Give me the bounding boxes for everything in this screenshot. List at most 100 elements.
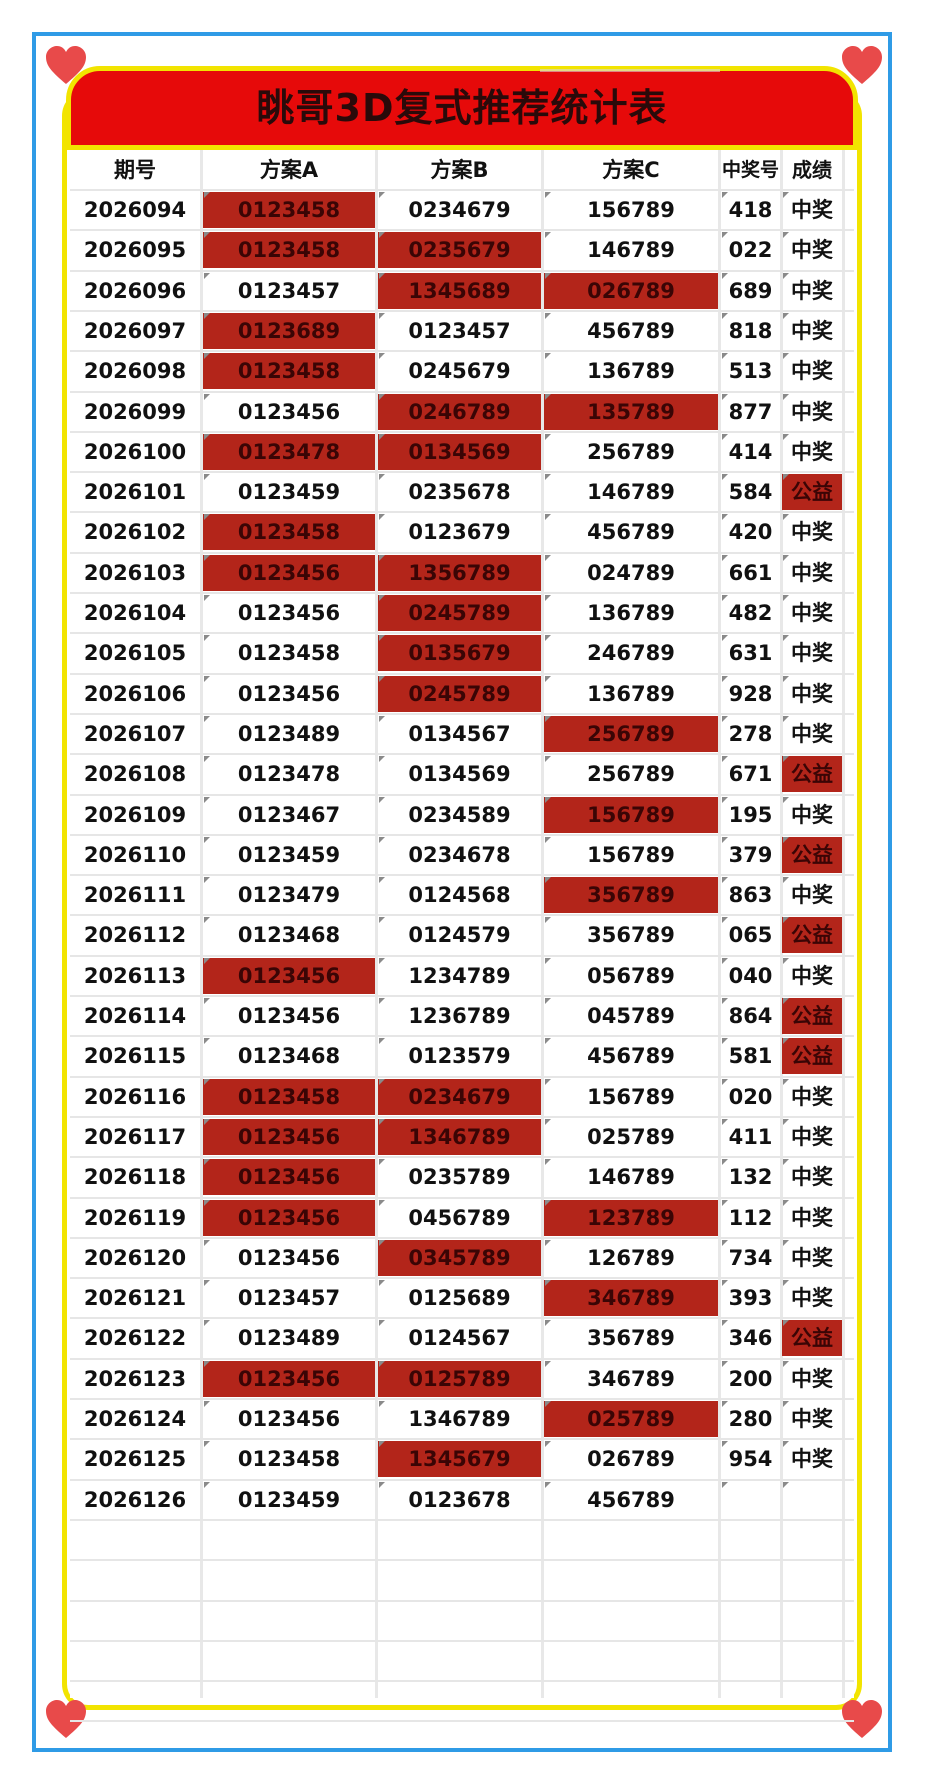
comment-marker-icon — [204, 998, 210, 1004]
grid-line — [70, 1237, 854, 1239]
comment-marker-icon — [379, 1482, 385, 1488]
plan-a-cell: 0123456 — [203, 1361, 375, 1397]
comment-marker-icon — [545, 1401, 551, 1407]
comment-marker-icon — [545, 1320, 551, 1326]
comment-marker-icon — [379, 1401, 385, 1407]
comment-marker-icon — [204, 1079, 210, 1085]
grid-line — [70, 391, 854, 393]
result-cell: 中奖 — [791, 682, 833, 706]
plan-c-cell: 356789 — [544, 877, 718, 913]
plan-b-cell: 1345679 — [378, 1441, 541, 1477]
comment-marker-icon — [545, 635, 551, 641]
grid-line — [70, 1035, 854, 1037]
plan-a-cell: 0123456 — [203, 1200, 375, 1236]
comment-marker-icon — [783, 394, 789, 400]
comment-marker-icon — [783, 1280, 789, 1286]
comment-marker-icon — [204, 1482, 210, 1488]
comment-marker-icon — [545, 434, 551, 440]
comment-marker-icon — [722, 273, 728, 279]
grid-line — [70, 1519, 854, 1521]
issue-cell: 2026103 — [83, 561, 187, 585]
comment-marker-icon — [545, 1200, 551, 1206]
comment-marker-icon — [379, 998, 385, 1004]
comment-marker-icon — [545, 353, 551, 359]
comment-marker-icon — [545, 958, 551, 964]
plan-c-cell: 126789 — [587, 1246, 675, 1270]
plan-b-cell: 0245679 — [408, 359, 511, 383]
winning-number-cell: 112 — [728, 1206, 773, 1230]
grid-line — [375, 150, 378, 1698]
comment-marker-icon — [783, 1240, 789, 1246]
winning-number-cell: 513 — [728, 359, 773, 383]
plan-c-cell: 123789 — [544, 1200, 718, 1236]
comment-marker-icon — [204, 1159, 210, 1165]
plan-c-cell: 024789 — [587, 561, 675, 585]
winning-number-cell: 581 — [728, 1044, 773, 1068]
grid-line — [70, 1277, 854, 1279]
comment-marker-icon — [783, 1320, 789, 1326]
plan-a-cell: 0123479 — [237, 883, 341, 907]
winning-number-cell: 954 — [728, 1447, 773, 1471]
grid-line — [70, 1197, 854, 1199]
result-cell: 中奖 — [791, 601, 833, 625]
plan-a-cell: 0123456 — [237, 400, 341, 424]
comment-marker-icon — [379, 917, 385, 923]
result-cell: 中奖 — [791, 1286, 833, 1310]
comment-marker-icon — [783, 917, 789, 923]
comment-marker-icon — [204, 555, 210, 561]
comment-marker-icon — [545, 877, 551, 883]
comment-marker-icon — [545, 555, 551, 561]
grid-line — [541, 150, 544, 1698]
comment-marker-icon — [204, 1401, 210, 1407]
grid-line — [70, 592, 854, 594]
winning-number-cell: 065 — [728, 923, 773, 947]
winning-number-cell: 671 — [728, 762, 773, 786]
comment-marker-icon — [379, 394, 385, 400]
comment-marker-icon — [783, 635, 789, 641]
comment-marker-icon — [722, 353, 728, 359]
comment-marker-icon — [722, 1200, 728, 1206]
issue-cell: 2026113 — [83, 964, 187, 988]
page-title: 眺哥3D复式推荐统计表 — [256, 86, 668, 130]
plan-b-cell: 0246789 — [378, 394, 541, 430]
comment-marker-icon — [204, 313, 210, 319]
comment-marker-icon — [783, 1119, 789, 1125]
grid-line — [70, 1076, 854, 1078]
comment-marker-icon — [783, 434, 789, 440]
comment-marker-icon — [545, 797, 551, 803]
comment-marker-icon — [722, 1320, 728, 1326]
issue-cell: 2026094 — [83, 198, 187, 222]
grid-line — [70, 471, 854, 473]
issue-cell: 2026120 — [83, 1246, 187, 1270]
result-cell: 中奖 — [791, 319, 833, 343]
issue-cell: 2026117 — [83, 1125, 187, 1149]
comment-marker-icon — [379, 353, 385, 359]
comment-marker-icon — [379, 1441, 385, 1447]
comment-marker-icon — [722, 474, 728, 480]
comment-marker-icon — [783, 595, 789, 601]
stats-table: 期号 方案A 方案B 方案C 中奖号 成绩 2026094 0123458 0234… — [70, 150, 854, 1722]
comment-marker-icon — [379, 1079, 385, 1085]
plan-b-cell: 1346789 — [408, 1407, 511, 1431]
issue-cell: 2026122 — [83, 1326, 187, 1350]
plan-a-cell: 0123458 — [237, 1447, 341, 1471]
plan-b-cell: 0235679 — [378, 232, 541, 268]
comment-marker-icon — [545, 474, 551, 480]
header-issue: 期号 — [114, 158, 156, 182]
issue-cell: 2026098 — [83, 359, 187, 383]
result-cell: 中奖 — [791, 803, 833, 827]
comment-marker-icon — [204, 1038, 210, 1044]
plan-a-cell: 0123459 — [237, 480, 341, 504]
result-cell: 公益 — [782, 474, 842, 510]
plan-a-cell: 0123456 — [203, 958, 375, 994]
comment-marker-icon — [379, 1200, 385, 1206]
grid-line — [70, 350, 854, 352]
issue-cell: 2026119 — [83, 1206, 187, 1230]
plan-b-cell: 0234679 — [378, 1079, 541, 1115]
comment-marker-icon — [722, 595, 728, 601]
comment-marker-icon — [722, 1240, 728, 1246]
plan-c-cell: 256789 — [587, 762, 675, 786]
comment-marker-icon — [379, 555, 385, 561]
comment-marker-icon — [379, 797, 385, 803]
comment-marker-icon — [545, 232, 551, 238]
